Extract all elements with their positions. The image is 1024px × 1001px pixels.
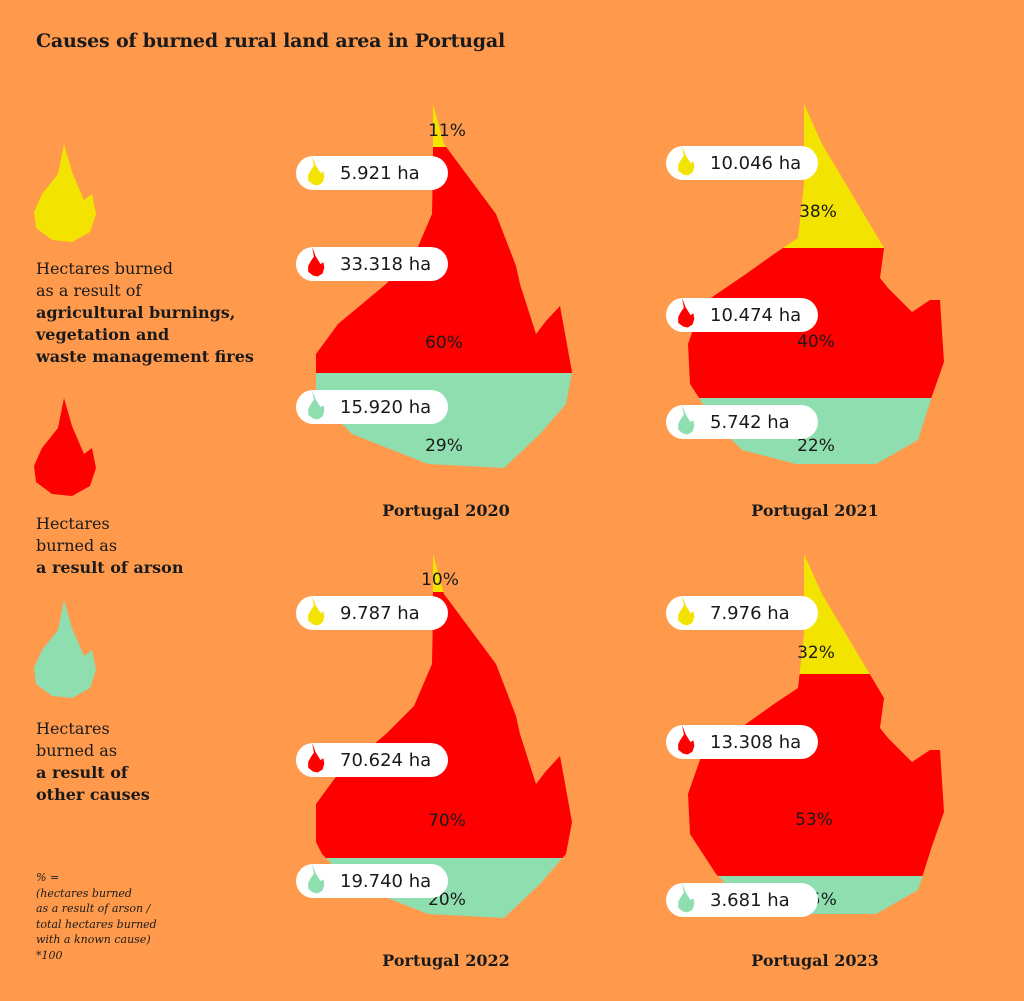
portugal-2023-other-hectares-label: 3.681 ha bbox=[710, 890, 790, 911]
portugal-2020-other-percent-label: 29% bbox=[425, 436, 463, 456]
legend-other: Hectares burned as a result of other cau… bbox=[36, 718, 150, 806]
portugal-2020-arson-hectares-label: 33.318 ha bbox=[340, 254, 431, 275]
portugal-2020-other-pill bbox=[296, 390, 448, 424]
legend-arson-line2: burned as bbox=[36, 536, 118, 555]
legend-arson-line1: Hectares bbox=[36, 514, 110, 533]
portugal-2023-title: Portugal 2023 bbox=[751, 951, 878, 970]
portugal-2021-other-percent-label: 22% bbox=[797, 436, 835, 456]
portugal-2021-title: Portugal 2021 bbox=[751, 501, 878, 520]
portugal-2023-agricultural-segment bbox=[799, 554, 870, 674]
portugal-2022-agricultural-segment bbox=[433, 554, 444, 592]
portugal-2023-arson-pill bbox=[666, 725, 818, 759]
portugal-2023-agricultural-hectares-label: 7.976 ha bbox=[710, 603, 790, 624]
red-flame-icon bbox=[34, 398, 96, 496]
portugal-2020-other-hectares-label: 15.920 ha bbox=[340, 397, 431, 418]
portugal-2020-other-flame-icon bbox=[308, 390, 325, 420]
portugal-2022-arson-hectares-label: 70.624 ha bbox=[340, 750, 431, 771]
portugal-2020-arson-percent-label: 60% bbox=[425, 333, 463, 353]
legend-other-bold1: a result of bbox=[36, 763, 128, 782]
legend-other-bold2: other causes bbox=[36, 785, 150, 804]
portugal-2022-arson-segment bbox=[316, 592, 572, 858]
legend-agricultural: Hectares burned as a result of agricultu… bbox=[36, 258, 254, 368]
portugal-2021-agricultural-flame-icon bbox=[678, 146, 695, 176]
portugal-2021-arson-percent-label: 40% bbox=[797, 332, 835, 352]
portugal-2023-agricultural-flame-icon bbox=[678, 596, 695, 626]
portugal-2022-agricultural-flame-icon bbox=[308, 596, 325, 626]
portugal-2021-other-hectares-label: 5.742 ha bbox=[710, 412, 790, 433]
note-line3: as a result of arson / bbox=[36, 902, 151, 915]
note-line4: total hectares burned bbox=[36, 917, 157, 931]
portugal-2023-arson-flame-icon bbox=[678, 725, 695, 755]
portugal-2021-arson-flame-icon bbox=[678, 298, 695, 328]
portugal-2022-agricultural-pill bbox=[296, 596, 448, 630]
portugal-2022-agricultural-percent-label: 10% bbox=[421, 570, 459, 590]
portugal-2020-agricultural-hectares-label: 5.921 ha bbox=[340, 163, 420, 184]
note-line1: % = bbox=[36, 871, 60, 884]
portugal-2021-arson-hectares-label: 10.474 ha bbox=[710, 305, 801, 326]
portugal-2023-other-pill bbox=[666, 883, 818, 917]
portugal-2022-arson-flame-icon bbox=[308, 743, 325, 773]
legend-agricultural-line1: Hectares burned bbox=[36, 259, 173, 278]
legend-agricultural-bold2: vegetation and bbox=[36, 325, 170, 344]
legend-arson: Hectares burned as a result of arson bbox=[36, 513, 183, 579]
portugal-2022-arson-percent-label: 70% bbox=[428, 811, 466, 831]
portugal-2022-agricultural-hectares-label: 9.787 ha bbox=[340, 603, 420, 624]
portugal-2020-arson-pill bbox=[296, 247, 448, 281]
portugal-2023-agricultural-pill bbox=[666, 596, 818, 630]
yellow-flame-icon bbox=[34, 144, 96, 242]
portugal-2021-agricultural-percent-label: 38% bbox=[799, 202, 837, 222]
portugal-2021-other-flame-icon bbox=[678, 405, 695, 435]
legend-agricultural-line2: as a result of bbox=[36, 281, 142, 300]
portugal-2022-title: Portugal 2022 bbox=[382, 951, 509, 970]
portugal-2021-other-pill bbox=[666, 405, 818, 439]
legend-other-line2: burned as bbox=[36, 741, 118, 760]
portugal-2021-agricultural-pill bbox=[666, 146, 818, 180]
note-line5: with a known cause) bbox=[36, 933, 151, 946]
portugal-2020-agricultural-segment bbox=[433, 104, 447, 147]
portugal-2022-other-flame-icon bbox=[308, 864, 325, 894]
legend-agricultural-bold3: waste management fires bbox=[36, 347, 254, 366]
portugal-2020-title: Portugal 2020 bbox=[382, 501, 509, 520]
legend-agricultural-bold1: agricultural burnings, bbox=[36, 303, 236, 322]
portugal-2020-agricultural-flame-icon bbox=[308, 156, 325, 186]
portugal-2023-agricultural-percent-label: 32% bbox=[797, 643, 835, 663]
portugal-2022-other-pill bbox=[296, 864, 448, 898]
portugal-2022-arson-pill bbox=[296, 743, 448, 777]
note-line2: (hectares burned bbox=[36, 886, 132, 900]
portugal-2023-arson-percent-label: 53% bbox=[795, 810, 833, 830]
portugal-2020-agricultural-pill bbox=[296, 156, 448, 190]
legend-other-line1: Hectares bbox=[36, 719, 110, 738]
formula-note: % = (hectares burned as a result of arso… bbox=[36, 870, 157, 963]
portugal-2020-arson-flame-icon bbox=[308, 247, 325, 277]
note-line6: *100 bbox=[36, 948, 63, 962]
portugal-2023-arson-hectares-label: 13.308 ha bbox=[710, 732, 801, 753]
chart-title: Causes of burned rural land area in Port… bbox=[36, 30, 505, 52]
portugal-2021-agricultural-hectares-label: 10.046 ha bbox=[710, 153, 801, 174]
legend-arson-bold1: a result of arson bbox=[36, 558, 184, 577]
portugal-2023-arson-segment bbox=[688, 674, 944, 876]
portugal-2022-other-hectares-label: 19.740 ha bbox=[340, 871, 431, 892]
portugal-2023-other-flame-icon bbox=[678, 883, 695, 913]
portugal-2020-agricultural-percent-label: 11% bbox=[428, 121, 466, 141]
portugal-2021-arson-pill bbox=[666, 298, 818, 332]
portugal-2021-agricultural-segment bbox=[783, 104, 884, 248]
green-flame-icon bbox=[34, 600, 96, 698]
